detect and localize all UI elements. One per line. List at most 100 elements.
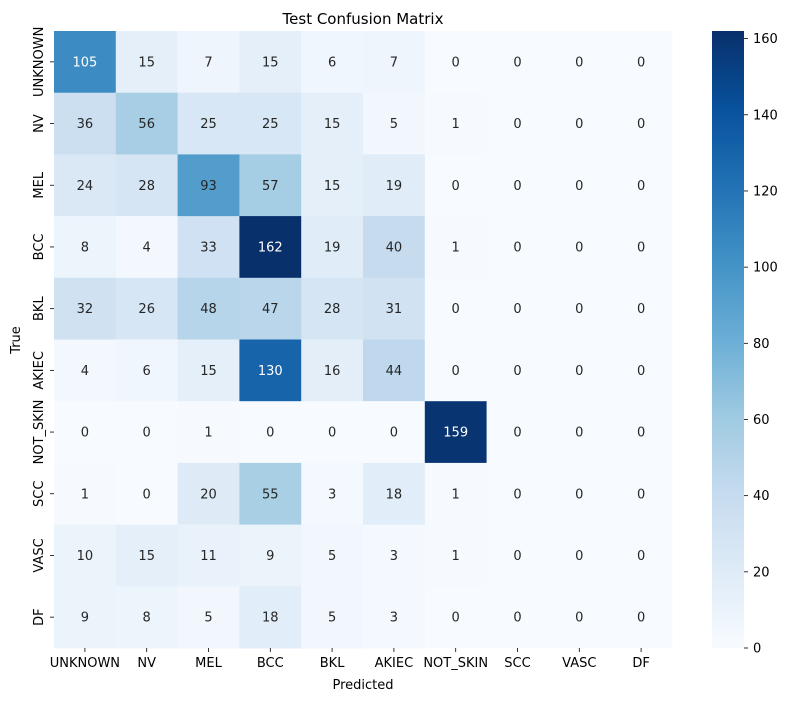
cell-value-label: 0 <box>452 611 460 626</box>
cell-value-label: 9 <box>81 611 89 626</box>
cell-value-label: 19 <box>386 179 403 194</box>
heatmap-cell <box>115 524 179 587</box>
cell-value-label: 0 <box>637 487 645 502</box>
y-tick-label: DF <box>32 608 47 626</box>
cell-value-label: 18 <box>386 487 403 502</box>
y-tick-label: NOT_SKIN <box>32 400 47 465</box>
heatmap-cell <box>301 339 364 402</box>
cell-value-label: 0 <box>266 426 274 441</box>
heatmap-cell <box>177 586 240 649</box>
chart-title: Test Confusion Matrix <box>282 10 444 28</box>
heatmap-cell <box>548 216 611 279</box>
x-tick-label: BCC <box>257 656 284 671</box>
cell-value-label: 44 <box>386 364 403 379</box>
heatmap-cell <box>115 401 179 464</box>
heatmap-cell <box>177 401 240 464</box>
cell-value-label: 56 <box>138 117 155 132</box>
cell-value-label: 0 <box>81 426 89 441</box>
heatmap-cell <box>486 462 549 526</box>
cell-value-label: 5 <box>328 549 336 564</box>
heatmap-cell <box>548 31 611 94</box>
cell-value-label: 25 <box>262 117 279 132</box>
heatmap-cell <box>239 216 302 279</box>
heatmap-cell <box>301 277 364 340</box>
heatmap-cell <box>610 154 673 217</box>
cell-value-label: 48 <box>200 302 217 317</box>
heatmap-cell-labels: 105 15 7 15 6 7 0 0 0 036 56 25 25 15 5 1 0 0 024 28 93 57 15 1… <box>72 55 645 625</box>
cell-value-label: 0 <box>513 179 521 194</box>
heatmap-cell <box>239 401 302 464</box>
colorbar-tick-label: 140 <box>753 108 778 123</box>
heatmap-cell <box>486 154 549 217</box>
heatmap-cell <box>115 154 179 217</box>
y-tick-label: VASC <box>32 538 47 572</box>
heatmap-cell <box>177 154 240 217</box>
heatmap-cell <box>301 524 364 587</box>
heatmap-cell <box>54 462 117 526</box>
cell-value-label: 0 <box>575 611 583 626</box>
cell-value-label: 0 <box>513 117 521 132</box>
heatmap-cell <box>424 31 488 94</box>
cell-value-label: 5 <box>328 611 336 626</box>
cell-value-label: 0 <box>575 302 583 317</box>
cell-value-label: 0 <box>575 179 583 194</box>
x-tick-label: SCC <box>504 656 530 671</box>
heatmap-cell <box>239 524 302 587</box>
heatmap-cell <box>177 462 240 526</box>
cell-value-label: 0 <box>637 364 645 379</box>
heatmap-cell <box>610 586 673 649</box>
heatmap-cell <box>486 339 549 402</box>
cell-value-label: 9 <box>266 549 274 564</box>
heatmap-cell <box>301 401 364 464</box>
heatmap-cell <box>424 216 488 279</box>
heatmap-cell <box>424 92 488 155</box>
cell-value-label: 15 <box>200 364 217 379</box>
cell-value-label: 0 <box>452 302 460 317</box>
heatmap-cell <box>363 31 426 94</box>
heatmap-cell <box>424 524 488 587</box>
cell-value-label: 8 <box>143 611 151 626</box>
heatmap-cell <box>424 462 488 526</box>
heatmap-cell <box>115 586 179 649</box>
cell-value-label: 0 <box>637 302 645 317</box>
heatmap-cell <box>424 339 488 402</box>
cell-value-label: 0 <box>513 302 521 317</box>
cell-value-label: 5 <box>390 117 398 132</box>
cell-value-label: 0 <box>513 364 521 379</box>
heatmap-cell <box>424 586 488 649</box>
cell-value-label: 15 <box>324 179 341 194</box>
cell-value-label: 16 <box>324 364 341 379</box>
colorbar-ticks: 0 20 40 60 80 100 120 140 160 <box>744 32 778 657</box>
heatmap-cell <box>239 31 302 94</box>
heatmap-cell <box>54 92 117 155</box>
cell-value-label: 0 <box>637 549 645 564</box>
cell-value-label: 0 <box>637 240 645 255</box>
cell-value-label: 93 <box>200 179 217 194</box>
heatmap-cell <box>363 92 426 155</box>
heatmap-cell <box>239 339 302 402</box>
x-tick-label: AKIEC <box>375 656 414 671</box>
y-tick-label: AKIEC <box>32 351 47 390</box>
cell-value-label: 1 <box>452 549 460 564</box>
x-tick-label: NOT_SKIN <box>423 656 488 671</box>
heatmap-cell <box>54 586 117 649</box>
heatmap-cell <box>54 154 117 217</box>
cell-value-label: 0 <box>143 426 151 441</box>
cell-value-label: 0 <box>328 426 336 441</box>
cell-value-label: 1 <box>452 117 460 132</box>
cell-value-label: 1 <box>204 426 212 441</box>
y-tick-label: NV <box>32 114 47 133</box>
heatmap-cell <box>486 524 549 587</box>
cell-value-label: 0 <box>637 179 645 194</box>
cell-value-label: 0 <box>513 487 521 502</box>
colorbar-tick-label: 100 <box>753 261 778 276</box>
heatmap-cell <box>610 339 673 402</box>
x-tick-label: NV <box>137 656 156 671</box>
x-tick-label: DF <box>632 656 650 671</box>
heatmap-cell <box>424 154 488 217</box>
cell-value-label: 0 <box>637 611 645 626</box>
heatmap-cell <box>548 401 611 464</box>
heatmap-cell <box>115 92 179 155</box>
heatmap-cell <box>115 339 179 402</box>
heatmap-cell <box>610 277 673 340</box>
